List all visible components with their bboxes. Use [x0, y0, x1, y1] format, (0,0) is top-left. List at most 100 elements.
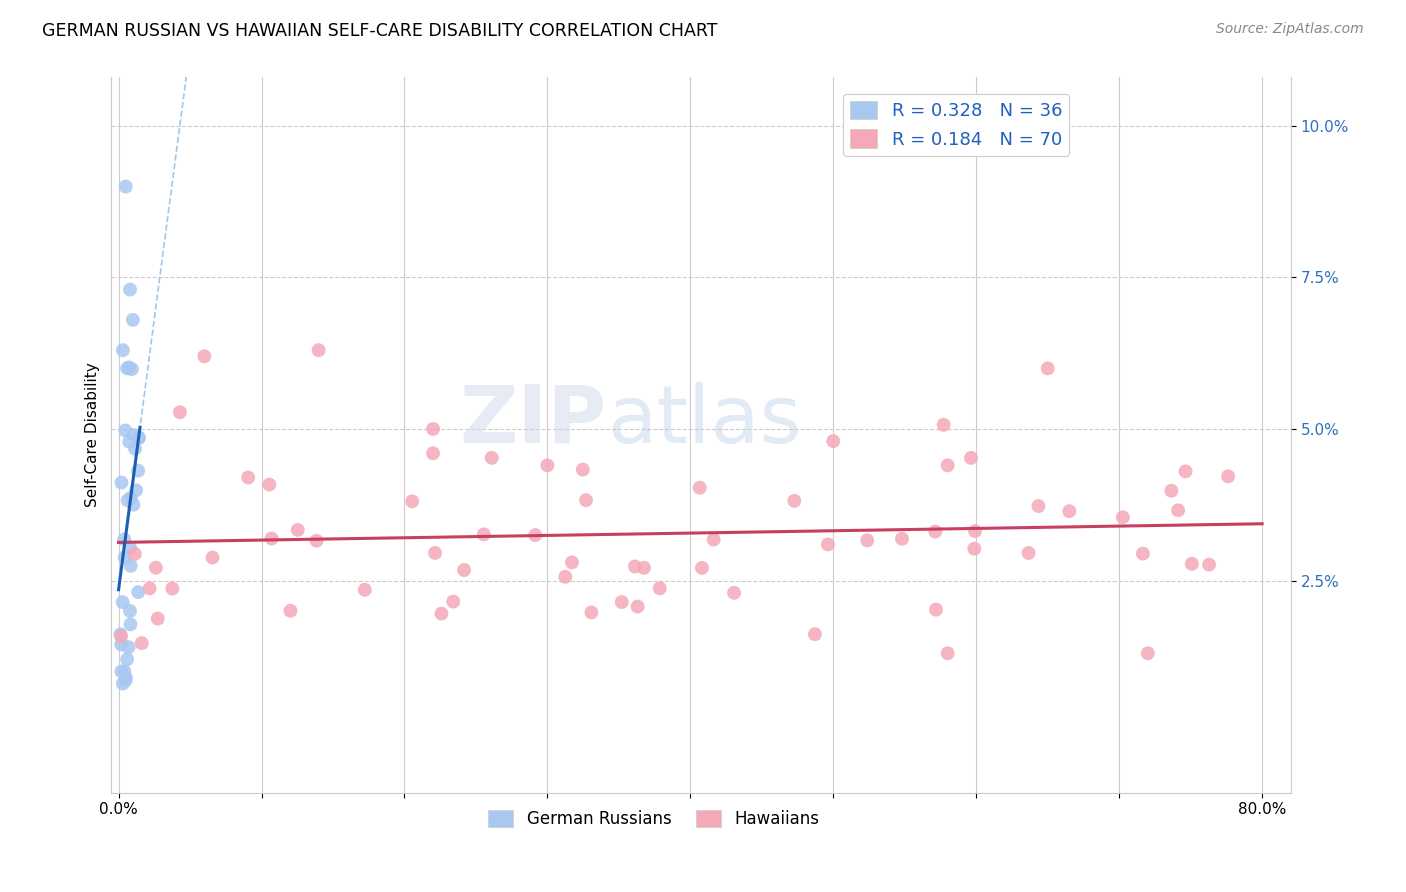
Point: [131, 636, 153, 650]
Point: [110, 638, 132, 652]
Point: [287, 523, 309, 537]
Point: [648, 582, 671, 596]
Point: [633, 561, 655, 575]
Point: [118, 434, 141, 449]
Point: [114, 671, 136, 685]
Point: [1132, 547, 1154, 561]
Point: [472, 527, 495, 541]
Point: [169, 405, 191, 419]
Point: [120, 491, 142, 505]
Point: [554, 570, 576, 584]
Point: [112, 533, 135, 547]
Point: [1174, 464, 1197, 478]
Point: [610, 595, 633, 609]
Point: [1136, 646, 1159, 660]
Point: [1167, 503, 1189, 517]
Point: [936, 646, 959, 660]
Point: [960, 450, 983, 465]
Point: [561, 555, 583, 569]
Point: [193, 349, 215, 363]
Point: [575, 493, 598, 508]
Point: [1036, 361, 1059, 376]
Point: [120, 617, 142, 632]
Point: [422, 446, 444, 460]
Point: [689, 481, 711, 495]
Point: [121, 362, 143, 376]
Text: atlas: atlas: [607, 382, 801, 459]
Point: [817, 537, 839, 551]
Point: [783, 493, 806, 508]
Point: [120, 558, 142, 573]
Point: [121, 313, 143, 327]
Point: [624, 559, 647, 574]
Point: [138, 582, 160, 596]
Point: [690, 561, 713, 575]
Text: Source: ZipAtlas.com: Source: ZipAtlas.com: [1216, 22, 1364, 37]
Point: [260, 532, 283, 546]
Point: [111, 676, 134, 690]
Point: [308, 343, 330, 358]
Point: [441, 594, 464, 608]
Point: [111, 595, 134, 609]
Point: [626, 599, 648, 614]
Point: [1181, 557, 1204, 571]
Point: [723, 586, 745, 600]
Point: [110, 629, 132, 643]
Point: [353, 582, 375, 597]
Point: [1216, 469, 1239, 483]
Point: [536, 458, 558, 473]
Point: [117, 493, 139, 508]
Point: [932, 417, 955, 432]
Point: [259, 477, 281, 491]
Point: [401, 494, 423, 508]
Point: [430, 607, 453, 621]
Point: [1028, 499, 1050, 513]
Point: [305, 533, 328, 548]
Legend: German Russians, Hawaiians: German Russians, Hawaiians: [481, 803, 827, 834]
Point: [823, 434, 845, 449]
Point: [201, 550, 224, 565]
Point: [422, 422, 444, 436]
Point: [524, 528, 547, 542]
Point: [1018, 546, 1040, 560]
Point: [114, 550, 136, 565]
Point: [1112, 510, 1135, 524]
Point: [804, 627, 827, 641]
Point: [112, 665, 135, 679]
Point: [118, 360, 141, 375]
Point: [110, 475, 132, 490]
Point: [111, 343, 134, 358]
Point: [963, 524, 986, 538]
Point: [280, 604, 302, 618]
Point: [238, 470, 260, 484]
Point: [114, 673, 136, 688]
Point: [118, 541, 141, 555]
Point: [481, 450, 503, 465]
Point: [146, 611, 169, 625]
Point: [118, 604, 141, 618]
Point: [122, 498, 145, 512]
Point: [145, 560, 167, 574]
Y-axis label: Self-Care Disability: Self-Care Disability: [86, 363, 100, 508]
Point: [581, 606, 603, 620]
Point: [162, 582, 184, 596]
Point: [125, 483, 148, 498]
Point: [936, 458, 959, 473]
Point: [963, 541, 986, 556]
Point: [124, 442, 146, 456]
Point: [891, 532, 914, 546]
Point: [110, 627, 132, 641]
Point: [453, 563, 475, 577]
Point: [115, 361, 138, 376]
Point: [124, 547, 146, 561]
Text: GERMAN RUSSIAN VS HAWAIIAN SELF-CARE DISABILITY CORRELATION CHART: GERMAN RUSSIAN VS HAWAIIAN SELF-CARE DIS…: [42, 22, 717, 40]
Point: [114, 424, 136, 438]
Point: [925, 602, 948, 616]
Point: [128, 431, 150, 445]
Point: [703, 533, 725, 547]
Point: [423, 546, 446, 560]
Point: [856, 533, 879, 548]
Point: [127, 585, 149, 599]
Point: [1160, 483, 1182, 498]
Point: [128, 431, 150, 445]
